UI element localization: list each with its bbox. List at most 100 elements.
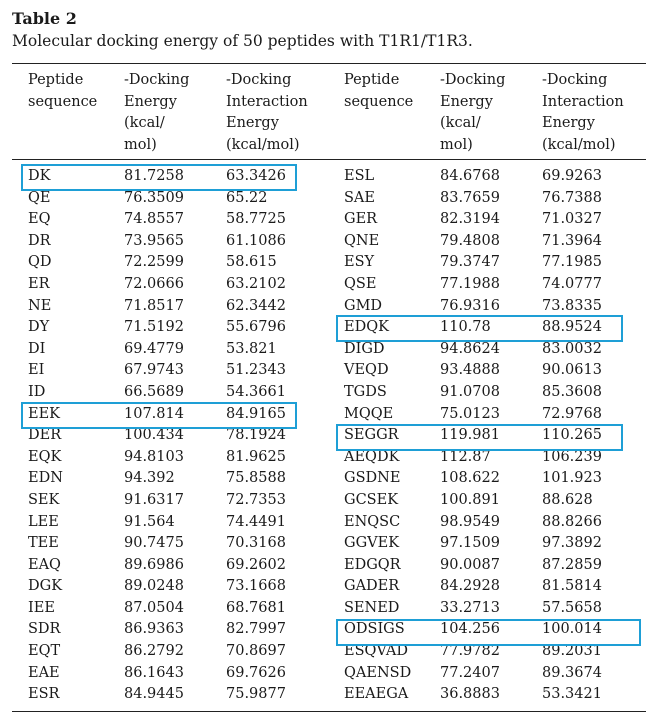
peptide-cell: SEK	[28, 491, 60, 508]
energy-cell: 66.5689	[124, 383, 184, 400]
peptide-cell: EEK	[28, 405, 61, 422]
energy-cell: 91.564	[124, 513, 175, 530]
energy-cell: 68.7681	[226, 599, 286, 616]
energy-cell: 74.0777	[542, 275, 602, 292]
peptide-cell: EDQK	[344, 319, 389, 336]
energy-cell: 84.2928	[440, 578, 500, 595]
energy-cell: 91.6317	[124, 491, 184, 508]
energy-cell: 90.0087	[440, 556, 500, 573]
energy-cell: 63.3426	[226, 168, 286, 184]
table-row: LEE 91.564 74.4491 ENQSC 98.9549 88.8266	[0, 512, 665, 534]
column-header: -Docking Energy (kcal/mol)	[440, 72, 506, 154]
energy-cell: 97.1509	[440, 535, 500, 552]
energy-cell: 74.8557	[124, 211, 184, 228]
peptide-cell: ODSIGS	[344, 621, 405, 638]
peptide-cell: ESY	[344, 254, 375, 271]
table-row: ID 66.5689 54.3661 TGDS 91.0708 85.3608	[0, 382, 665, 404]
highlight-box-eek	[21, 402, 297, 429]
energy-cell: 75.9877	[226, 686, 286, 703]
table-row: DR 73.9565 61.1086 QNE 79.4808 71.3964	[0, 231, 665, 253]
peptide-cell: AEQDK	[344, 448, 400, 465]
energy-cell: 104.256	[440, 621, 500, 638]
energy-cell: 82.7997	[226, 621, 286, 638]
energy-cell: 88.8266	[542, 513, 602, 530]
table-row: DK 81.7258 63.3426 ESL 84.6768 69.9263	[0, 166, 665, 188]
energy-cell: 91.0708	[440, 383, 500, 400]
energy-cell: 76.9316	[440, 297, 500, 314]
energy-cell: 81.5814	[542, 578, 602, 595]
energy-cell: 100.014	[542, 621, 602, 638]
peptide-cell: EQ	[28, 211, 51, 228]
column-header: -Docking Energy (kcal/mol)	[124, 72, 190, 154]
energy-cell: 86.9363	[124, 621, 184, 638]
energy-cell: 89.6986	[124, 556, 184, 573]
peptide-cell: EQT	[28, 643, 61, 660]
peptide-cell: GMD	[344, 297, 383, 314]
energy-cell: 88.628	[542, 491, 593, 508]
table-row: SDR 86.9363 82.7997 ODSIGS 104.256 100.014	[0, 619, 665, 641]
energy-cell: 100.434	[124, 427, 184, 444]
energy-cell: 70.8697	[226, 643, 286, 660]
peptide-cell: DK	[28, 168, 51, 184]
table-row: DER 100.434 78.1924 SEGGR 119.981 110.265	[0, 425, 665, 447]
energy-cell: 90.0613	[542, 362, 602, 379]
peptide-cell: QNE	[344, 232, 380, 249]
energy-cell: 71.3964	[542, 232, 602, 249]
table-row: EQ 74.8557 58.7725 GER 82.3194 71.0327	[0, 209, 665, 231]
energy-cell: 93.4888	[440, 362, 500, 379]
energy-cell: 77.9782	[440, 643, 500, 660]
energy-cell: 77.1985	[542, 254, 602, 271]
table-row: DY 71.5192 55.6796 EDQK 110.78 88.9524	[0, 317, 665, 339]
energy-cell: 87.0504	[124, 599, 184, 616]
table-row: EEK 107.814 84.9165 MQQE 75.0123 72.9768	[0, 404, 665, 426]
peptide-cell: GSDNE	[344, 470, 401, 487]
table-body: DK 81.7258 63.3426 ESL 84.6768 69.9263 QE 76.35…	[0, 166, 665, 706]
highlight-box-dk	[21, 164, 297, 191]
energy-cell: 53.821	[226, 340, 277, 357]
peptide-cell: ID	[28, 383, 46, 400]
energy-cell: 62.3442	[226, 297, 286, 314]
peptide-cell: DI	[28, 340, 46, 357]
table-row: QE 76.3509 65.22 SAE 83.7659 76.7388	[0, 188, 665, 210]
peptide-cell: SEGGR	[344, 427, 399, 444]
peptide-cell: DGK	[28, 578, 63, 595]
peptide-cell: ESQVAD	[344, 643, 408, 660]
peptide-cell: ESR	[28, 686, 60, 703]
energy-cell: 75.0123	[440, 405, 500, 422]
peptide-cell: ESL	[344, 168, 375, 184]
energy-cell: 53.3421	[542, 686, 602, 703]
table-row: EI 67.9743 51.2343 VEQD 93.4888 90.0613	[0, 360, 665, 382]
peptide-cell: SAE	[344, 189, 375, 206]
peptide-cell: SENED	[344, 599, 400, 616]
energy-cell: 108.622	[440, 470, 500, 487]
energy-cell: 70.3168	[226, 535, 286, 552]
peptide-cell: QAENSD	[344, 664, 412, 681]
column-header: -Docking Interaction Energy (kcal/mol)	[542, 72, 624, 154]
energy-cell: 100.891	[440, 491, 500, 508]
header-rule	[12, 159, 646, 160]
energy-cell: 72.7353	[226, 491, 286, 508]
peptide-cell: QE	[28, 189, 51, 206]
table-row: SEK 91.6317 72.7353 GCSEK 100.891 88.628	[0, 490, 665, 512]
top-rule	[12, 63, 646, 64]
energy-cell: 89.0248	[124, 578, 184, 595]
table-row: DI 69.4779 53.821 DIGD 94.8624 83.0032	[0, 339, 665, 361]
energy-cell: 85.3608	[542, 383, 602, 400]
peptide-cell: EAE	[28, 664, 60, 681]
energy-cell: 106.239	[542, 448, 602, 465]
energy-cell: 76.3509	[124, 189, 184, 206]
energy-cell: 77.1988	[440, 275, 500, 292]
highlight-box-seggr	[336, 424, 623, 451]
energy-cell: 58.7725	[226, 211, 286, 228]
energy-cell: 84.6768	[440, 168, 500, 184]
peptide-cell: EI	[28, 362, 45, 379]
table-row: DGK 89.0248 73.1668 GADER 84.2928 81.5814	[0, 576, 665, 598]
energy-cell: 87.2859	[542, 556, 602, 573]
peptide-cell: TGDS	[344, 383, 387, 400]
peptide-cell: GER	[344, 211, 378, 228]
table-row: IEE 87.0504 68.7681 SENED 33.2713 57.5658	[0, 598, 665, 620]
energy-cell: 79.4808	[440, 232, 500, 249]
table-row: ESR 84.9445 75.9877 EEAEGA 36.8883 53.3421	[0, 684, 665, 706]
energy-cell: 101.923	[542, 470, 602, 487]
peptide-cell: DIGD	[344, 340, 385, 357]
